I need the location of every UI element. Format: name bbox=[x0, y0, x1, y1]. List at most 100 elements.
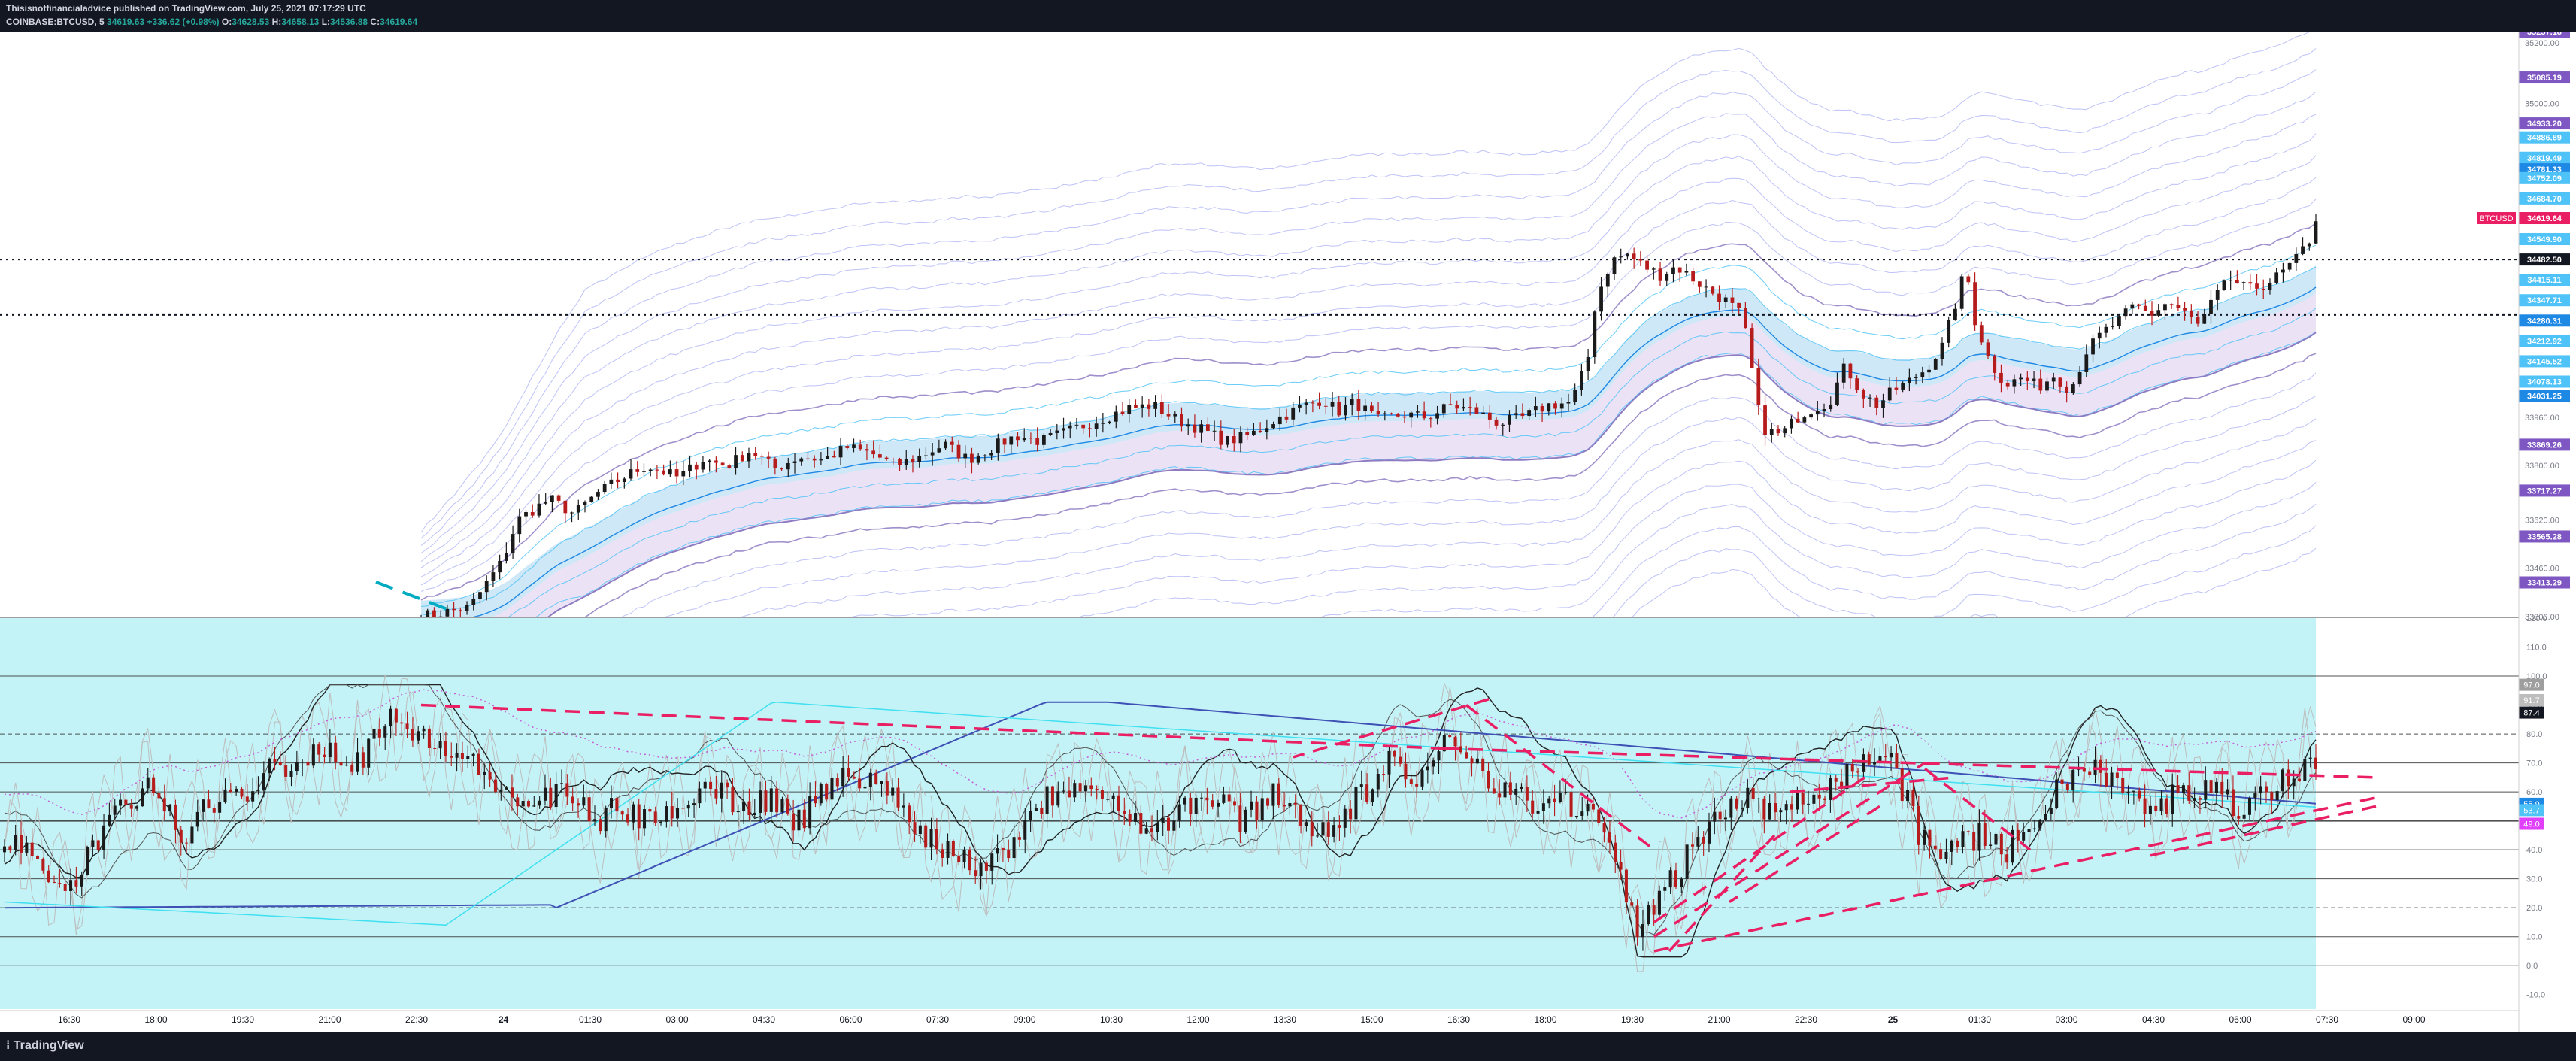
pink-trendline[interactable] bbox=[1653, 776, 1865, 923]
oscillator-candle[interactable] bbox=[1045, 784, 1049, 829]
oscillator-candle[interactable] bbox=[1133, 800, 1137, 826]
oscillator-candle[interactable] bbox=[1332, 817, 1336, 843]
oscillator-candle[interactable] bbox=[1961, 825, 1965, 854]
oscillator-candle[interactable] bbox=[1432, 757, 1435, 775]
price-candle[interactable] bbox=[1363, 399, 1368, 421]
oscillator-candle[interactable] bbox=[1139, 805, 1143, 836]
oscillator-candle[interactable] bbox=[1525, 775, 1529, 813]
price-candle[interactable] bbox=[609, 472, 614, 489]
price-axis-badge[interactable]: 34933.20 bbox=[2519, 117, 2570, 130]
price-candle[interactable] bbox=[1441, 403, 1446, 418]
oscillator-candle[interactable] bbox=[571, 787, 574, 812]
oscillator-candle[interactable] bbox=[1939, 842, 1943, 860]
price-candle[interactable] bbox=[1081, 424, 1086, 434]
price-candle[interactable] bbox=[432, 607, 436, 626]
oscillator-candle[interactable] bbox=[896, 778, 900, 811]
price-candle[interactable] bbox=[1212, 420, 1217, 441]
oscillator-candle[interactable] bbox=[1283, 792, 1286, 813]
oscillator-candle[interactable] bbox=[902, 793, 905, 818]
price-candle[interactable] bbox=[1409, 411, 1414, 428]
oscillator-candle[interactable] bbox=[1723, 809, 1728, 832]
price-candle[interactable] bbox=[596, 489, 600, 500]
oscillator-candle[interactable] bbox=[1238, 792, 1242, 844]
oscillator-candle[interactable] bbox=[1779, 808, 1783, 822]
price-candle[interactable] bbox=[832, 450, 836, 458]
oscillator-candle[interactable] bbox=[394, 708, 398, 736]
oscillator-candle[interactable] bbox=[2264, 781, 2268, 803]
price-axis-badge[interactable]: 34078.13 bbox=[2519, 375, 2570, 388]
oscillator-candle[interactable] bbox=[311, 738, 315, 768]
oscillator-candle[interactable] bbox=[1349, 800, 1353, 834]
oscillator-candle[interactable] bbox=[1498, 779, 1502, 805]
price-candle[interactable] bbox=[891, 457, 896, 465]
price-candle[interactable] bbox=[1376, 402, 1380, 417]
oscillator-candle[interactable] bbox=[951, 839, 955, 857]
oscillator-candle[interactable] bbox=[2287, 759, 2290, 800]
price-candle[interactable] bbox=[1697, 281, 1702, 293]
oscillator-candle[interactable] bbox=[284, 755, 288, 781]
oscillator-candle[interactable] bbox=[1205, 787, 1209, 815]
oscillator-candle[interactable] bbox=[1250, 790, 1253, 818]
price-candle[interactable] bbox=[1626, 253, 1629, 260]
oscillator-candle[interactable] bbox=[422, 725, 426, 739]
price-candle[interactable] bbox=[1186, 418, 1190, 435]
oscillator-candle[interactable] bbox=[1884, 743, 1887, 762]
price-candle[interactable] bbox=[2215, 284, 2220, 311]
oscillator-candle[interactable] bbox=[2143, 784, 2147, 828]
oscillator-candle[interactable] bbox=[576, 798, 580, 818]
price-candle[interactable] bbox=[1540, 403, 1544, 423]
price-candle[interactable] bbox=[2097, 326, 2102, 349]
price-candle[interactable] bbox=[1062, 417, 1065, 439]
oscillator-candle[interactable] bbox=[91, 834, 95, 857]
oscillator-candle[interactable] bbox=[179, 826, 183, 856]
oscillator-candle[interactable] bbox=[2049, 798, 2053, 820]
price-candle[interactable] bbox=[1029, 432, 1033, 444]
oscillator-candle[interactable] bbox=[1117, 785, 1120, 821]
oscillator-candle[interactable] bbox=[1989, 832, 1993, 849]
oscillator-candle[interactable] bbox=[1508, 771, 1512, 800]
oscillator-candle[interactable] bbox=[863, 782, 867, 789]
pink-trendline[interactable] bbox=[2150, 805, 2377, 857]
oscillator-candle[interactable] bbox=[129, 799, 133, 817]
oscillator-candle[interactable] bbox=[2270, 791, 2274, 814]
price-axis-badge[interactable]: 34415.11 bbox=[2519, 274, 2570, 286]
price-candle[interactable] bbox=[2229, 270, 2233, 290]
price-candle[interactable] bbox=[1462, 398, 1465, 411]
oscillator-candle[interactable] bbox=[797, 802, 801, 838]
price-candle[interactable] bbox=[806, 451, 810, 461]
oscillator-candle[interactable] bbox=[802, 799, 806, 832]
oscillator-candle[interactable] bbox=[417, 726, 420, 744]
oscillator-candle[interactable] bbox=[389, 705, 392, 739]
oscillator-candle[interactable] bbox=[648, 806, 652, 824]
oscillator-candle[interactable] bbox=[328, 729, 332, 763]
price-candle[interactable] bbox=[780, 467, 783, 471]
oscillator-candle[interactable] bbox=[361, 747, 365, 775]
oscillator-candle[interactable] bbox=[223, 778, 227, 804]
oscillator-candle[interactable] bbox=[1503, 770, 1507, 805]
price-candle[interactable] bbox=[1691, 267, 1696, 286]
price-candle[interactable] bbox=[1737, 302, 1741, 314]
oscillator-candle[interactable] bbox=[2209, 779, 2213, 796]
price-candle[interactable] bbox=[511, 525, 515, 559]
price-candle[interactable] bbox=[1114, 405, 1118, 429]
price-candle[interactable] bbox=[760, 453, 764, 466]
price-candle[interactable] bbox=[773, 456, 777, 475]
oscillator-candle[interactable] bbox=[493, 772, 497, 794]
oscillator-candle[interactable] bbox=[543, 774, 547, 806]
oscillator-candle[interactable] bbox=[190, 814, 194, 855]
oscillator-candle[interactable] bbox=[1156, 809, 1159, 841]
oscillator-candle[interactable] bbox=[1829, 775, 1832, 813]
oscillator-candle[interactable] bbox=[1305, 819, 1308, 832]
price-candle[interactable] bbox=[1219, 420, 1223, 450]
price-axis-badge[interactable]: 34482.50 bbox=[2519, 253, 2570, 266]
price-candle[interactable] bbox=[1501, 423, 1505, 436]
oscillator-candle[interactable] bbox=[1354, 778, 1358, 834]
price-candle[interactable] bbox=[478, 590, 482, 604]
price-axis-badge[interactable]: 34819.49 bbox=[2519, 151, 2570, 164]
oscillator-candle[interactable] bbox=[1448, 733, 1452, 739]
oscillator-candle[interactable] bbox=[124, 793, 128, 811]
price-candle[interactable] bbox=[1796, 411, 1800, 423]
oscillator-candle[interactable] bbox=[455, 743, 459, 772]
price-candle[interactable] bbox=[1756, 358, 1761, 415]
price-candle[interactable] bbox=[668, 460, 672, 477]
